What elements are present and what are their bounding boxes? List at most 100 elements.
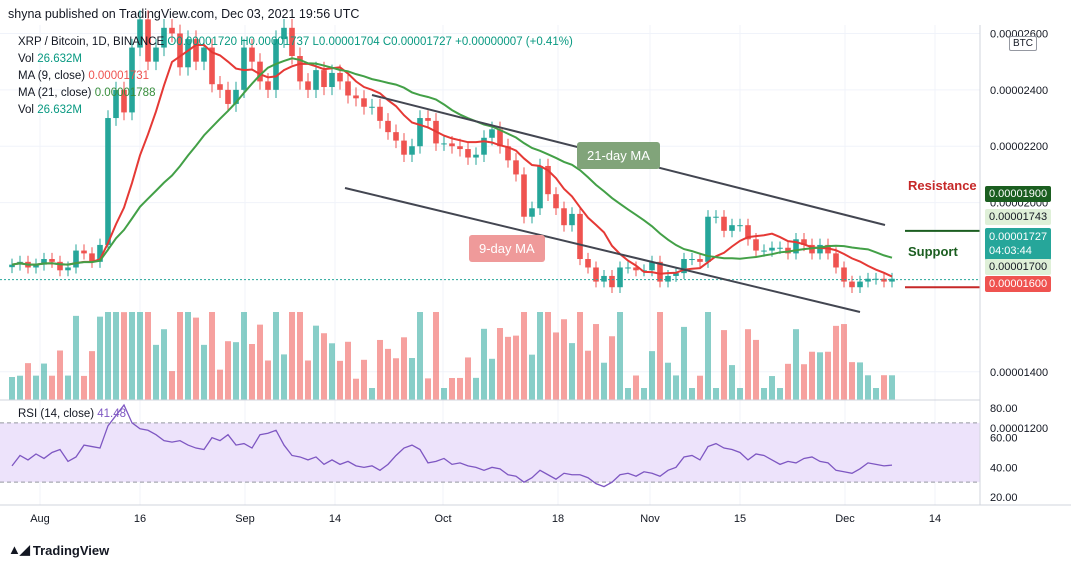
legend-ma9-row[interactable]: MA (9, close) 0.00001731 [18, 70, 149, 82]
volume-bar [545, 312, 551, 400]
rsi-tick-label: 40.00 [990, 462, 1018, 474]
volume-bar [209, 312, 215, 400]
time-tick-label: Sep [235, 513, 255, 525]
resistance-price-tag: 0.00001900 [985, 186, 1052, 202]
time-tick-label: 18 [552, 513, 564, 525]
legend-ma21-row[interactable]: MA (21, close) 0.00001788 [18, 87, 155, 99]
volume-bar [305, 360, 311, 400]
candle-body [593, 267, 599, 282]
ma21-price-tag: 0.00001743 [985, 209, 1052, 225]
volume-bar [737, 388, 743, 400]
volume-bar [601, 362, 607, 400]
candle-body [881, 278, 887, 282]
candle-body [705, 216, 711, 262]
candle-body [289, 27, 295, 57]
candle-body [393, 132, 399, 141]
candle-body [521, 174, 527, 217]
volume-bar [857, 362, 863, 400]
volume-bar [337, 360, 343, 400]
candle-body [513, 160, 519, 175]
legend-rsi-value: 41.48 [97, 408, 127, 420]
legend-vol2-label: Vol [18, 104, 34, 116]
volume-bar [801, 364, 807, 400]
volume-bar [657, 312, 663, 400]
candle-body [601, 275, 607, 282]
candle-body [41, 259, 47, 265]
legend-ma9-value: 0.00001731 [88, 70, 150, 82]
volume-bar [281, 354, 287, 400]
legend-symbol[interactable]: XRP / Bitcoin, 1D, BINANCE [18, 36, 165, 48]
volume-bar [177, 312, 183, 400]
candle-body [337, 72, 343, 82]
candle-body [649, 261, 655, 271]
volume-bar [361, 359, 367, 400]
volume-bar [689, 388, 695, 400]
volume-bar [17, 375, 23, 400]
volume-bar [129, 312, 135, 400]
candle-body [737, 225, 743, 227]
candle-body [449, 143, 455, 147]
legend-ma21-label: MA (21, close) [18, 87, 92, 99]
candle-body [505, 146, 511, 161]
candle-body [321, 70, 327, 88]
candle-body [889, 278, 895, 282]
volume-bar [241, 312, 247, 400]
volume-bar [649, 351, 655, 400]
legend-rsi-row[interactable]: RSI (14, close) 41.48 [18, 408, 126, 420]
volume-bar [313, 325, 319, 400]
volume-bar [425, 378, 431, 400]
candle-body [497, 129, 503, 147]
volume-bar [881, 375, 887, 400]
volume-bar [121, 312, 127, 400]
time-tick-label: Aug [30, 513, 50, 525]
legend-vol-value: 26.632M [37, 53, 82, 65]
candle-body [457, 146, 463, 150]
currency-badge[interactable]: BTC [1009, 36, 1037, 51]
volume-bar [785, 363, 791, 400]
volume-bar [249, 344, 255, 400]
tradingview-logo[interactable]: ▲◢ TradingView [8, 542, 109, 558]
candle-body [689, 259, 695, 261]
candle-body [465, 149, 471, 158]
candle-body [793, 239, 799, 254]
candle-body [545, 165, 551, 195]
volume-bar [161, 329, 167, 400]
volume-bar [465, 357, 471, 400]
volume-bar [697, 375, 703, 400]
candle-body [57, 261, 63, 271]
volume-bar [297, 312, 303, 400]
volume-bar [561, 319, 567, 400]
candle-body [121, 89, 127, 113]
candle-body [665, 275, 671, 282]
volume-bar [665, 362, 671, 400]
candle-body [865, 278, 871, 282]
candle-body [697, 259, 703, 262]
candle-body [473, 154, 479, 158]
volume-bar [265, 360, 271, 400]
candle-body [777, 247, 783, 249]
volume-bar [793, 329, 799, 400]
candle-body [753, 239, 759, 251]
volume-bar [321, 333, 327, 400]
candle-body [361, 98, 367, 107]
volume-bar [457, 377, 463, 400]
time-tick-label: 16 [134, 513, 146, 525]
volume-bar [809, 351, 815, 400]
candle-body [577, 213, 583, 260]
candle-body [417, 118, 423, 147]
legend-ma21-value: 0.00001788 [94, 87, 156, 99]
legend-vol2-row[interactable]: Vol 26.632M [18, 104, 82, 116]
candle-body [673, 273, 679, 276]
volume-bar [329, 343, 335, 400]
legend-vol-label: Vol [18, 53, 34, 65]
time-tick-label: Oct [434, 513, 451, 525]
candle-body [9, 264, 15, 268]
moving-averages [0, 44, 980, 289]
publisher-line: shyna published on TradingView.com, Dec … [8, 7, 360, 21]
time-tick-label: 15 [734, 513, 746, 525]
volume-bar [473, 377, 479, 400]
time-tick-label: Dec [835, 513, 855, 525]
candle-body [745, 225, 751, 240]
legend-vol2-value: 26.632M [37, 104, 82, 116]
